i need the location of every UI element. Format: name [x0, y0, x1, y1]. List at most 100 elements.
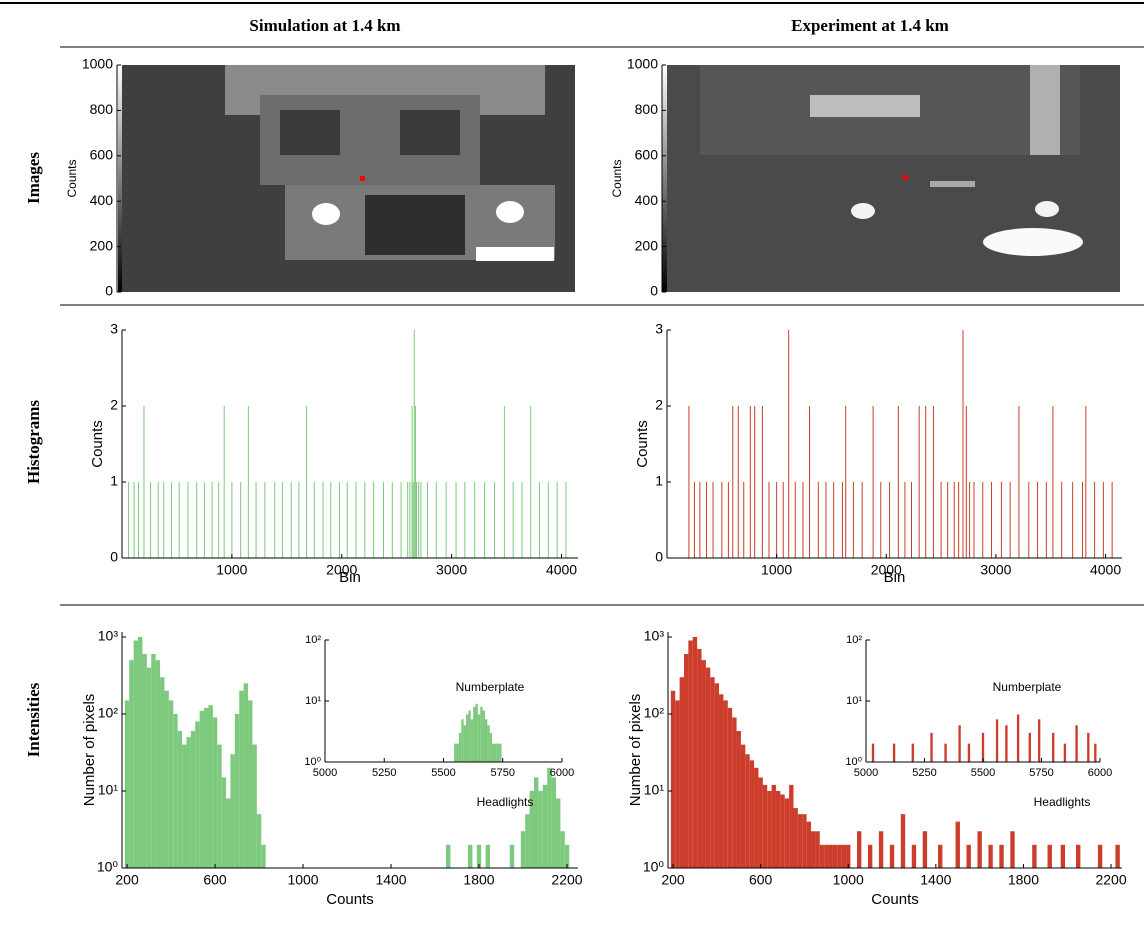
bar — [290, 482, 292, 558]
bar — [512, 482, 514, 558]
bar — [1094, 482, 1096, 558]
bar — [274, 482, 276, 558]
bar — [991, 482, 993, 558]
y-tick-label: 10² — [305, 634, 321, 646]
bar — [867, 844, 873, 868]
bar — [740, 744, 746, 868]
bar — [521, 482, 523, 558]
bar — [128, 482, 130, 558]
y-tick-label: 600 — [635, 147, 659, 163]
bar — [199, 710, 205, 868]
x-tick-label: 2000 — [326, 562, 357, 578]
bar — [841, 482, 843, 558]
x-tick-label: 1800 — [1008, 872, 1039, 888]
x-tick-label: 200 — [661, 872, 685, 888]
bar — [239, 690, 244, 868]
bar — [1082, 482, 1084, 558]
bar — [833, 482, 835, 558]
column-title: Experiment at 1.4 km — [791, 16, 949, 35]
bar — [1037, 719, 1041, 762]
bar — [143, 406, 145, 558]
bar — [456, 743, 459, 762]
bar — [837, 844, 842, 868]
bar — [737, 406, 739, 558]
bar — [973, 482, 975, 558]
bar — [151, 654, 156, 868]
bar — [910, 482, 912, 558]
x-tick-label: 200 — [115, 872, 139, 888]
bar — [679, 677, 684, 868]
y-tick-label: 0 — [110, 549, 118, 565]
sim-image — [118, 65, 575, 292]
bar — [373, 482, 375, 558]
bar — [794, 482, 796, 558]
bar — [494, 743, 497, 762]
x-tick-label: 4000 — [546, 562, 577, 578]
bar — [1000, 482, 1002, 558]
x-tick-label: 5000 — [854, 767, 878, 779]
bar — [815, 831, 820, 868]
y-tick-label: 1 — [110, 473, 118, 489]
bar — [768, 482, 770, 558]
bar — [564, 844, 570, 868]
bar — [458, 732, 462, 762]
bar — [1018, 406, 1020, 558]
y-tick-label: 10³ — [644, 628, 665, 644]
bar — [129, 660, 134, 868]
bar — [771, 784, 776, 868]
bar — [261, 844, 266, 868]
bar — [832, 844, 838, 868]
bar — [1032, 844, 1037, 868]
bar — [727, 482, 729, 558]
x-axis-label: Counts — [326, 891, 374, 908]
bar — [977, 831, 982, 868]
bar — [208, 705, 213, 868]
y-axis-label: Number of pixels — [627, 694, 644, 807]
bar — [789, 784, 794, 868]
bar — [492, 743, 495, 762]
x-tick-label: 600 — [749, 872, 773, 888]
bar — [845, 406, 847, 558]
bar — [692, 636, 698, 868]
bar — [1037, 482, 1039, 558]
y-tick-label: 400 — [90, 192, 114, 208]
bar — [930, 732, 933, 762]
bar — [900, 814, 906, 868]
bar — [466, 714, 469, 762]
bar — [414, 406, 416, 558]
bar — [817, 482, 819, 558]
bar — [426, 482, 428, 558]
bar — [819, 844, 825, 868]
bar — [841, 844, 847, 868]
bar — [828, 844, 833, 868]
bar — [221, 777, 227, 868]
exp-image — [662, 65, 1120, 292]
bar — [981, 732, 985, 762]
bar — [809, 406, 811, 558]
bar — [475, 703, 478, 762]
bar — [995, 719, 999, 762]
bar — [1061, 482, 1063, 558]
bar — [509, 844, 515, 868]
bar — [298, 482, 300, 558]
annotation: Numberplate — [456, 680, 525, 694]
bar — [364, 482, 366, 558]
x-tick-label: 2200 — [551, 872, 582, 888]
bar — [551, 777, 557, 868]
bar — [538, 790, 543, 868]
bar — [138, 636, 143, 868]
bar — [530, 406, 532, 558]
bar — [857, 831, 862, 868]
bar — [240, 482, 242, 558]
y-tick-label: 2 — [110, 397, 118, 413]
row-label: Intensities — [24, 682, 43, 757]
bar — [861, 482, 863, 558]
y-tick-label: 10¹ — [305, 695, 321, 707]
bar — [1076, 844, 1081, 868]
x-tick-label: 1800 — [463, 872, 494, 888]
bar — [852, 482, 854, 558]
x-tick-label: 1000 — [761, 562, 792, 578]
bar — [958, 482, 960, 558]
y-tick-label: 10¹ — [644, 782, 665, 798]
x-tick-label: 5000 — [313, 767, 337, 779]
